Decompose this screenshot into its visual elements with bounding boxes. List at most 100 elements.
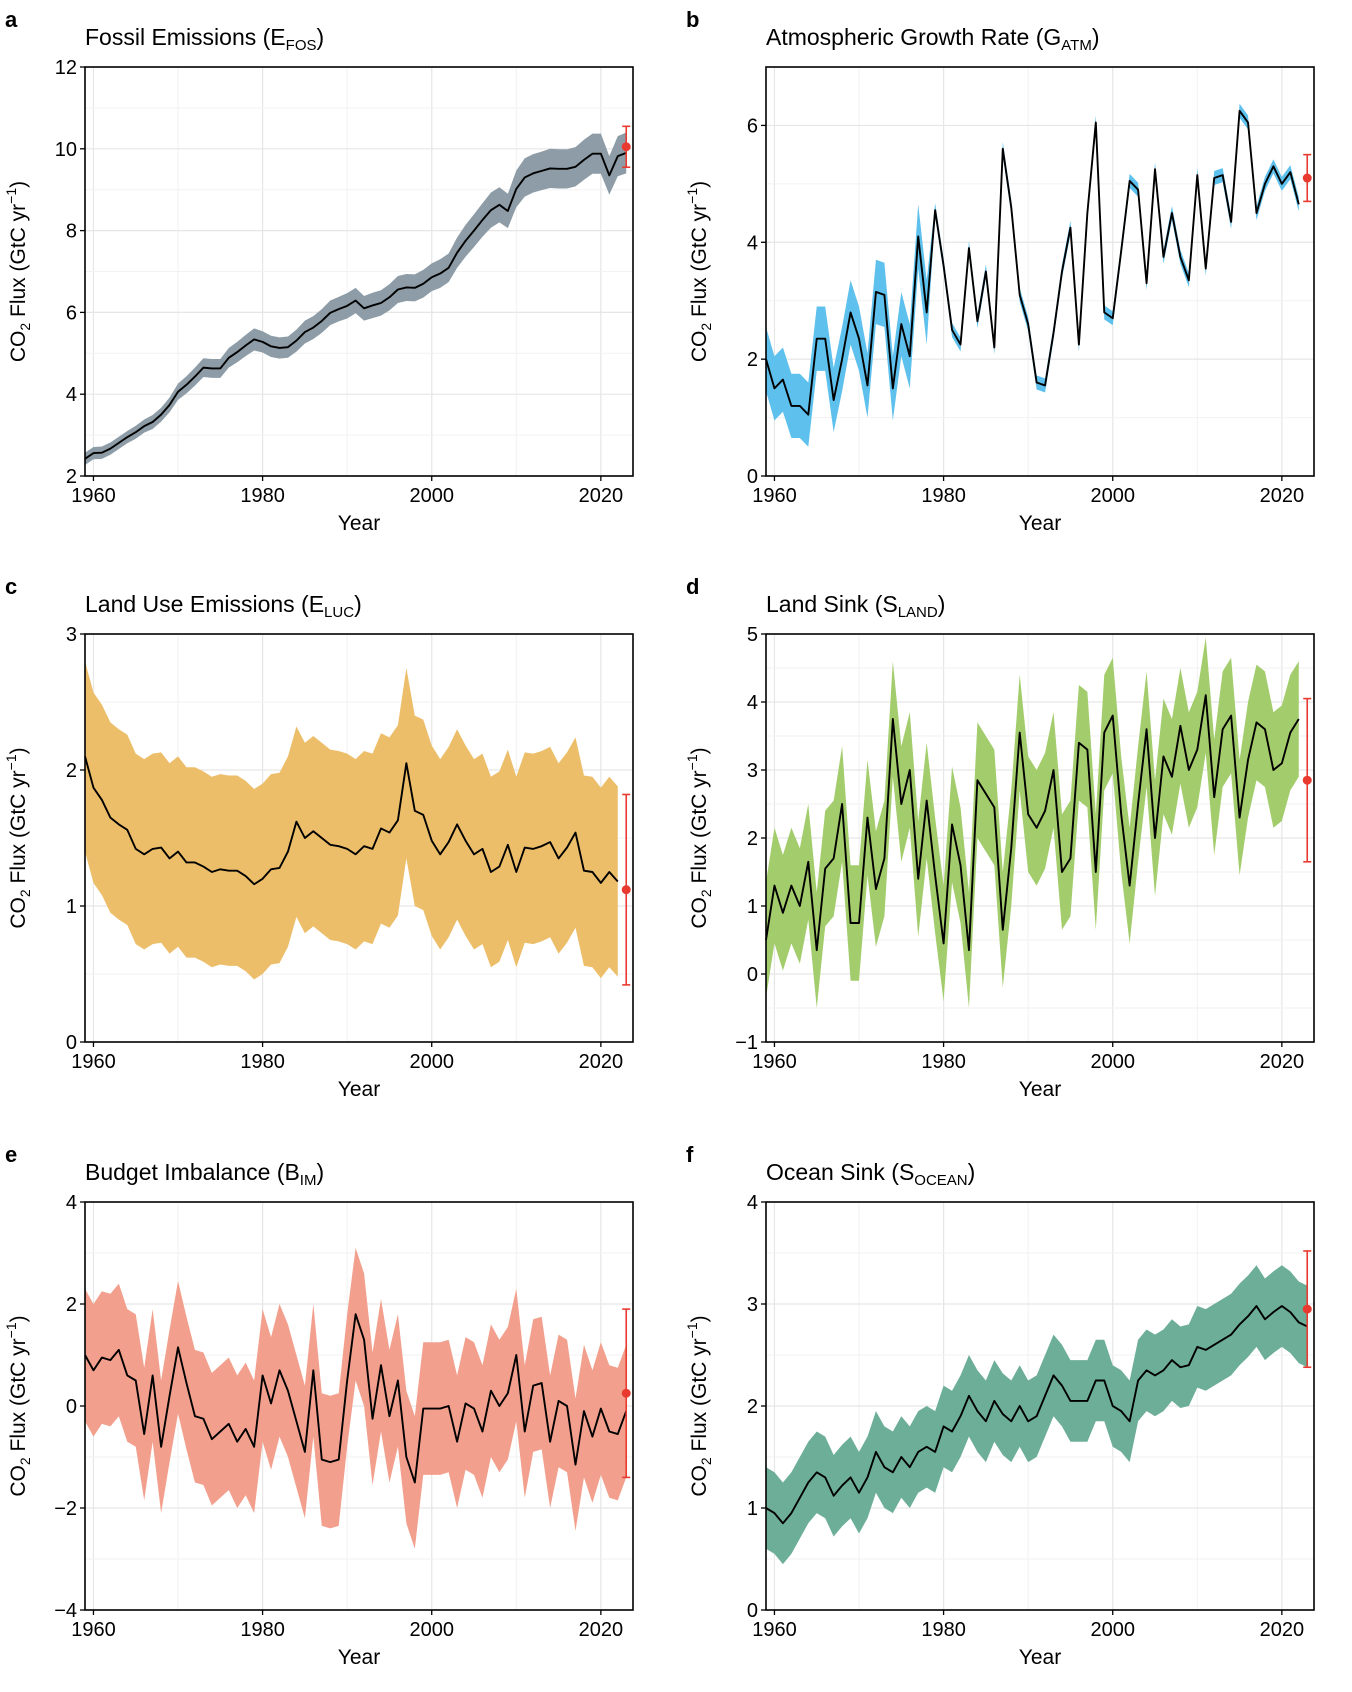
uncertainty-band: [85, 661, 618, 980]
uncertainty-band: [85, 132, 627, 465]
x-tick-label: 1980: [240, 1619, 285, 1641]
chart-title: Budget Imbalance (BIM): [85, 1159, 324, 1189]
y-axis-label: CO2 Flux (GtC yr−1): [3, 1315, 33, 1496]
series-line: [765, 109, 1300, 416]
chart-title: Fossil Emissions (EFOS): [85, 24, 324, 54]
x-tick-label: 1960: [71, 1051, 116, 1073]
x-tick-label: 2000: [409, 485, 454, 507]
y-tick-label: 3: [747, 760, 758, 782]
chart-panel-b: 1960 1980 2000 2020 0 2 4 6 Year CO2 Flux (GtC yr…: [684, 7, 1315, 535]
y-tick-label: 1: [747, 1498, 758, 1520]
chart-panel-f: 1960 1980 2000 2020 0 1 2 3 4 Year CO2 Flux (GtC y…: [684, 1142, 1315, 1669]
y-tick-label: 8: [66, 221, 77, 243]
chart-panel-d: 1960 1980 2000 2020 −1 0 1 2 3 4 5 Year CO2 Flux (Gt…: [684, 574, 1315, 1101]
gridlines: [766, 67, 1314, 477]
x-axis-label: Year: [338, 1646, 380, 1669]
y-tick-label: 0: [66, 1396, 77, 1418]
projection-point: [621, 1388, 631, 1398]
x-tick-label: 2020: [579, 1619, 624, 1641]
x-tick-label: 1980: [921, 485, 966, 507]
projection-marker: [1302, 153, 1312, 203]
projection-point: [1302, 173, 1312, 183]
chart-panel-a: 1960 1980 2000 2020 2 4 6 8 10 12 Year CO2 Flux (Gt…: [3, 7, 634, 535]
y-tick-label: 2: [66, 1294, 77, 1316]
y-tick-label: −4: [54, 1600, 77, 1622]
x-tick-label: 2020: [579, 485, 624, 507]
y-tick-label: 2: [66, 466, 77, 488]
projection-marker: [621, 125, 631, 169]
x-tick-label: 1980: [240, 485, 285, 507]
plot-frame: [765, 66, 1315, 477]
projection-marker: [621, 1308, 631, 1479]
y-tick-label: 0: [747, 466, 758, 488]
panel-letter: c: [5, 574, 17, 599]
x-tick-label: 1980: [240, 1051, 285, 1073]
uncertainty-band: [85, 1247, 627, 1549]
series-line: [84, 756, 619, 886]
y-tick-label: 3: [747, 1294, 758, 1316]
plot-frame: [84, 633, 634, 1043]
x-tick-label: 2000: [409, 1619, 454, 1641]
panel-letter: f: [686, 1142, 694, 1167]
chart-title: Land Use Emissions (ELUC): [85, 591, 362, 621]
chart-panel-c: 1960 1980 2000 2020 0 1 2 3 Year CO2 Flux (GtC yr…: [3, 574, 634, 1101]
x-axis-label: Year: [1019, 1646, 1061, 1669]
y-tick-label: 4: [66, 384, 77, 406]
projection-marker: [1302, 697, 1312, 863]
projection-point: [1302, 1304, 1312, 1314]
projection-point: [621, 885, 631, 895]
x-tick-label: 1960: [752, 1051, 797, 1073]
y-axis-label: CO2 Flux (GtC yr−1): [684, 181, 714, 362]
projection-point: [621, 142, 631, 152]
x-axis-label: Year: [1019, 512, 1061, 535]
x-tick-label: 2020: [1260, 485, 1305, 507]
chart-title: Land Sink (SLAND): [766, 591, 945, 621]
chart-title: Ocean Sink (SOCEAN): [766, 1159, 975, 1189]
x-tick-label: 1960: [752, 1619, 797, 1641]
y-tick-label: 4: [747, 232, 758, 254]
panel-letter: d: [686, 574, 699, 599]
projection-marker: [621, 793, 631, 986]
y-tick-label: 2: [747, 349, 758, 371]
projection-marker: [1302, 1250, 1312, 1369]
y-axis-label: CO2 Flux (GtC yr−1): [684, 747, 714, 928]
chart-title: Atmospheric Growth Rate (GATM): [766, 24, 1100, 54]
y-tick-label: 10: [55, 139, 77, 161]
series-line: [84, 152, 627, 460]
x-axis-label: Year: [338, 512, 380, 535]
y-tick-label: 4: [747, 692, 758, 714]
y-tick-label: −1: [735, 1032, 758, 1054]
y-tick-label: 6: [66, 302, 77, 324]
x-tick-label: 2000: [409, 1051, 454, 1073]
y-tick-label: 12: [55, 57, 77, 79]
y-tick-label: 2: [747, 1396, 758, 1418]
x-axis-label: Year: [338, 1078, 380, 1101]
x-tick-label: 1980: [921, 1619, 966, 1641]
chart-panel-e: 1960 1980 2000 2020 −4 −2 0 2 4 Year CO2 Flux (GtC…: [3, 1142, 634, 1669]
y-tick-label: 1: [747, 896, 758, 918]
series-line: [765, 1305, 1308, 1525]
x-axis-label: Year: [1019, 1078, 1061, 1101]
y-tick-label: −2: [54, 1498, 77, 1520]
panel-letter: e: [5, 1142, 17, 1167]
series-line: [765, 694, 1300, 952]
y-tick-label: 2: [66, 760, 77, 782]
y-tick-label: 5: [747, 624, 758, 646]
y-tick-label: 0: [747, 964, 758, 986]
x-tick-label: 1980: [921, 1051, 966, 1073]
y-tick-label: 6: [747, 115, 758, 137]
y-tick-label: 4: [66, 1192, 77, 1214]
uncertainty-band: [766, 103, 1299, 447]
y-tick-label: 0: [747, 1600, 758, 1622]
x-tick-label: 2000: [1090, 485, 1135, 507]
x-tick-label: 1960: [752, 485, 797, 507]
x-tick-label: 1960: [71, 1619, 116, 1641]
y-tick-label: 3: [66, 624, 77, 646]
y-axis-label: CO2 Flux (GtC yr−1): [3, 747, 33, 928]
x-tick-label: 2020: [1260, 1051, 1305, 1073]
x-tick-label: 2020: [1260, 1619, 1305, 1641]
x-tick-label: 1960: [71, 485, 116, 507]
y-tick-label: 0: [66, 1032, 77, 1054]
y-tick-label: 2: [747, 828, 758, 850]
